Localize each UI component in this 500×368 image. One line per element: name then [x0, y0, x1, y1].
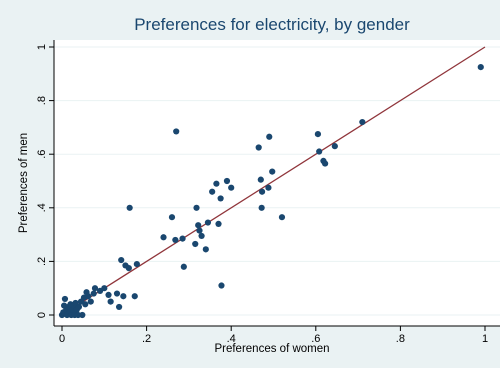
data-point	[217, 195, 224, 202]
x-tick-label: .2	[142, 333, 151, 345]
data-point	[91, 285, 99, 292]
data-point	[316, 148, 323, 155]
x-tick-label: 1	[482, 333, 488, 345]
data-point	[82, 301, 89, 308]
data-point	[61, 295, 69, 303]
data-point	[257, 176, 264, 183]
data-point	[477, 64, 484, 71]
data-point	[118, 256, 125, 264]
data-point	[215, 220, 222, 227]
data-point	[258, 188, 266, 195]
chart-title: Preferences for electricity, by gender	[134, 15, 410, 34]
data-point	[168, 214, 176, 221]
fit-line	[61, 46, 486, 316]
data-point	[160, 234, 167, 241]
data-point	[198, 232, 205, 240]
data-point	[90, 290, 97, 297]
data-points	[58, 64, 484, 319]
data-point	[322, 160, 329, 167]
data-point	[204, 219, 212, 226]
data-point	[265, 184, 272, 191]
data-point	[75, 303, 83, 311]
data-point	[266, 133, 273, 140]
data-point	[87, 298, 94, 305]
data-point	[120, 293, 127, 300]
data-point	[180, 263, 187, 270]
data-point	[269, 168, 276, 175]
data-point	[173, 128, 180, 135]
x-tick-label: .6	[311, 333, 320, 345]
data-point	[258, 204, 265, 211]
data-point	[228, 184, 235, 191]
data-point	[85, 293, 92, 300]
data-point	[79, 311, 86, 319]
data-point	[116, 303, 123, 311]
x-tick-label: 0	[59, 333, 65, 345]
y-tick-label: .2	[36, 257, 48, 266]
data-point	[101, 285, 108, 292]
y-tick-label: .6	[36, 150, 48, 159]
data-point	[105, 291, 112, 298]
data-point	[133, 260, 140, 268]
data-point	[172, 236, 179, 244]
data-point	[131, 293, 138, 300]
data-point	[213, 180, 220, 187]
data-point	[218, 282, 225, 289]
y-tick-label: .8	[36, 96, 48, 105]
x-axis-label: Preferences of women	[214, 343, 329, 355]
data-point	[209, 188, 216, 195]
y-tick-label: .4	[36, 203, 48, 212]
data-point	[179, 235, 186, 242]
fit-line-group	[61, 46, 486, 316]
y-axis-label: Preferences of men	[18, 133, 30, 233]
data-point	[314, 131, 322, 138]
x-tick-label: .8	[396, 333, 405, 345]
data-point	[202, 246, 209, 253]
data-point	[193, 204, 200, 211]
data-point	[278, 214, 286, 221]
y-tick-label: 0	[36, 312, 48, 318]
data-point	[113, 290, 121, 297]
data-point	[223, 177, 231, 185]
data-point	[126, 204, 133, 211]
data-point	[192, 240, 199, 248]
data-point	[196, 227, 203, 234]
x-tick-label: .4	[227, 333, 236, 345]
y-tick-label: 1	[36, 44, 48, 50]
data-point	[107, 298, 114, 305]
plot-area	[54, 40, 500, 326]
data-point	[359, 118, 366, 126]
data-point	[195, 222, 202, 229]
data-point	[255, 144, 262, 151]
data-point	[125, 265, 132, 272]
data-point	[331, 143, 338, 150]
axes: 0 .2 .4 .6 .8 1 0 .2 .4 .6 .8 1	[36, 40, 500, 345]
